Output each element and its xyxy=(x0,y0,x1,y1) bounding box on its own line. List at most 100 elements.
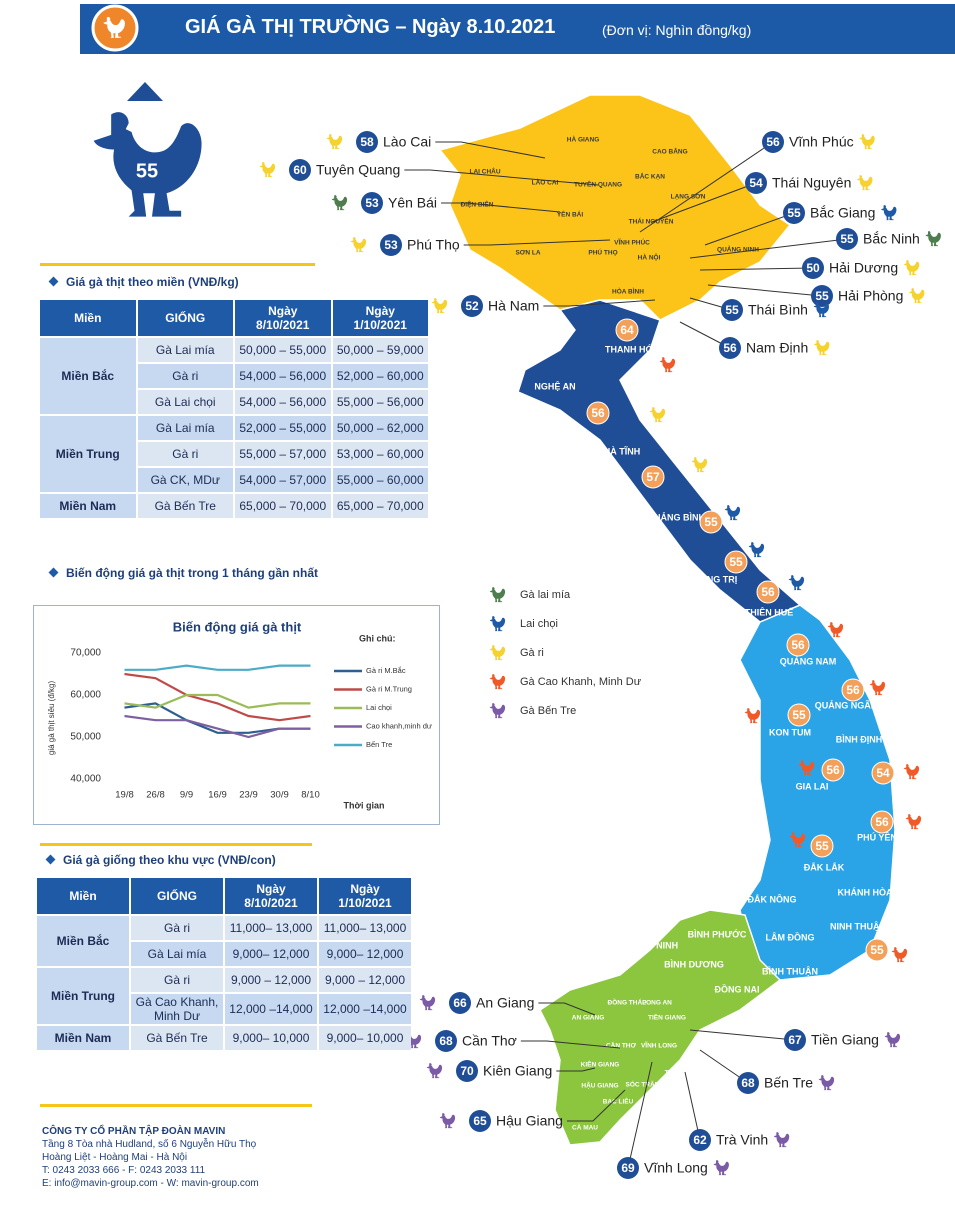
price-value: 54 xyxy=(749,176,763,190)
price-value: 56 xyxy=(846,683,860,697)
province-name: Thái Bình xyxy=(748,302,808,318)
legend-label: Gà Bến Tre xyxy=(520,705,576,717)
row: Gà Lai chọi 54,000 – 56,000 55,000 – 56,00… xyxy=(40,390,428,414)
hen-icon xyxy=(744,708,761,724)
row: Gà ri 55,000 – 57,000 53,000 – 60,000 xyxy=(40,442,428,466)
price-badge xyxy=(762,131,784,153)
price-badge xyxy=(461,295,483,317)
hen-icon xyxy=(724,505,741,521)
price-badge xyxy=(721,299,743,321)
price-value: 55 xyxy=(870,943,884,957)
province-label: HẬU GIANG xyxy=(581,1081,618,1090)
legend-label: Gà ri xyxy=(520,647,544,659)
province-name: Trà Vinh xyxy=(716,1132,768,1148)
price-value: 56 xyxy=(791,638,805,652)
leader-line xyxy=(520,1040,621,1049)
province-label: QUẢNG TRỊ xyxy=(687,573,738,584)
cell: Gà ri xyxy=(131,968,223,992)
leader-line xyxy=(441,202,561,213)
province-label: YÊN BÁI xyxy=(557,210,584,219)
company-line: T: 0243 2033 666 - F: 0243 2033 111 xyxy=(42,1165,206,1176)
series-line xyxy=(124,714,311,739)
series-line xyxy=(124,664,311,671)
price-badge xyxy=(361,192,383,214)
section-title: Giá gà thịt theo miền (VNĐ/kg) xyxy=(48,275,239,289)
cell: 12,000 –14,000 xyxy=(319,994,411,1024)
column-header-text: Miền xyxy=(74,311,102,325)
leader-line xyxy=(707,284,823,297)
province-name: Thái Nguyên xyxy=(772,175,851,191)
province-label: BÌNH ĐỊNH xyxy=(836,734,883,744)
cell: Gà Bến Tre xyxy=(137,494,233,518)
divider xyxy=(40,263,315,266)
hen-icon xyxy=(857,175,873,191)
row: Gà Cao Khanh, Minh Dư 12,000 –14,000 12,00… xyxy=(37,994,411,1024)
province-name: Bến Tre xyxy=(764,1075,813,1091)
price-value: 56 xyxy=(761,585,775,599)
price-value: 58 xyxy=(360,135,374,149)
cell: 65,000 – 70,000 xyxy=(235,494,331,518)
province-name: Nam Định xyxy=(746,340,808,356)
price-value: 68 xyxy=(439,1034,453,1048)
price-value: 56 xyxy=(766,135,780,149)
price-value: 64 xyxy=(620,323,634,337)
column-header-text: Ngày 1/10/2021 xyxy=(353,304,407,332)
price-badge xyxy=(841,678,865,702)
price-badge xyxy=(719,337,741,359)
leader-line xyxy=(627,1061,653,1169)
price-value: 68 xyxy=(741,1076,755,1090)
company-name: CÔNG TY CỔ PHẦN TẬP ĐOÀN MAVIN xyxy=(42,1126,226,1137)
chick-table: Miền GIỐNG Ngày 8/10/2021 Ngày 1/10/2021 Miề… xyxy=(35,876,413,1052)
region-cell: Miền Bắc xyxy=(40,338,136,414)
column-header-text: GIỐNG xyxy=(165,311,206,325)
company-line: E: info@mavin-group.com - W: mavin-group… xyxy=(42,1178,259,1189)
price-badge xyxy=(745,172,767,194)
region-north xyxy=(438,94,792,321)
province-name: Vĩnh Long xyxy=(644,1160,708,1176)
hen-icon xyxy=(331,195,348,211)
price-value: 55 xyxy=(725,303,739,317)
region-cell: Miền Bắc xyxy=(37,916,129,966)
province-label: CẦN THƠ xyxy=(606,1040,637,1050)
price-badge xyxy=(737,1072,759,1094)
price-badge xyxy=(836,228,858,250)
leader-line xyxy=(404,169,599,186)
province-label: ĐẮK NÔNG xyxy=(748,893,797,904)
cell: 9,000– 10,000 xyxy=(225,1026,317,1050)
section-title-text: Biến động giá gà thịt trong 1 tháng gần … xyxy=(66,566,318,580)
price-badge xyxy=(699,510,723,534)
province-name: Hải Phòng xyxy=(838,288,903,304)
price-value: 56 xyxy=(826,763,840,777)
price-badge xyxy=(586,401,610,425)
hen-icon xyxy=(905,814,922,830)
region-cell: Miền Trung xyxy=(40,416,136,492)
province-label: QUẢNG NINH xyxy=(717,245,759,254)
province-label: LẠNG SƠN xyxy=(671,194,706,201)
province-label: LAI CHÂU xyxy=(469,167,500,176)
leader-line xyxy=(651,182,757,223)
province-name: Hải Dương xyxy=(829,260,898,276)
hen-icon xyxy=(659,357,676,373)
province-name: Bắc Giang xyxy=(810,205,875,221)
y-axis-label: giá gà thịt siêu (đ/kg) xyxy=(47,681,56,756)
y-tick-label: 70,000 xyxy=(70,648,101,659)
province-name: Tuyên Quang xyxy=(316,162,400,178)
meat-table: Miền GIỐNG Ngày 8/10/2021 Ngày 1/10/2021 Miề… xyxy=(38,298,430,520)
price-value: 50 xyxy=(806,261,820,275)
province-label: HÒA BÌNH xyxy=(612,287,644,296)
company: CÔNG TY CỔ PHẦN TẬP ĐOÀN MAVIN Tầng 8 Tòa… xyxy=(42,1125,259,1190)
hen-icon xyxy=(713,1160,729,1176)
price-value: 67 xyxy=(788,1033,802,1047)
leader-line xyxy=(699,267,814,271)
cell: 50,000 – 59,000 xyxy=(332,338,428,362)
legend-label: Gà Cao Khanh, Minh Dư xyxy=(520,676,642,688)
province-label: VĨNH LONG xyxy=(641,1041,677,1050)
company-line: Hoàng Liệt - Hoàng Mai - Hà Nội xyxy=(42,1152,188,1163)
price-value: 55 xyxy=(815,839,829,853)
price-badge xyxy=(811,285,833,307)
province-label: VĨNH PHÚC xyxy=(614,238,650,247)
province-label: ĐẮK LẮK xyxy=(804,862,845,872)
header-row: Miền GIỐNG Ngày 8/10/2021 Ngày 1/10/2021 xyxy=(37,878,411,914)
cell: Gà ri xyxy=(131,916,223,940)
cell: Gà ri xyxy=(137,442,233,466)
